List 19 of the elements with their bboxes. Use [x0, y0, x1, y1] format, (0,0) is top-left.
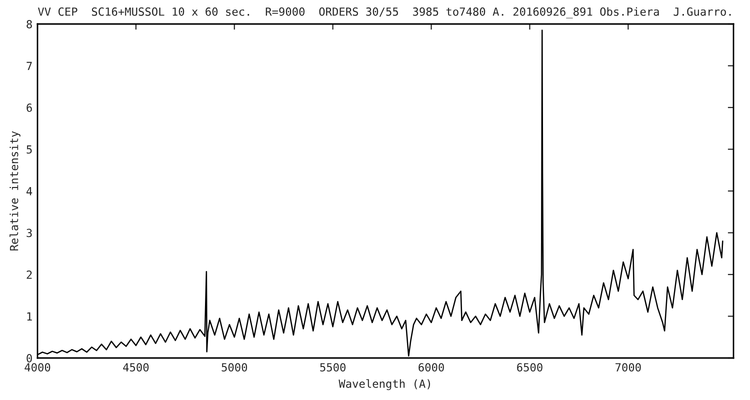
y-tick-label: 0: [26, 354, 32, 362]
y-tick-label: 3: [26, 228, 32, 238]
x-axis-title: Wavelength (A): [338, 379, 430, 390]
y-tick-label: 5: [26, 145, 32, 154]
y-tick-label: 1: [27, 312, 32, 320]
y-tick-label: 8: [26, 20, 32, 28]
y-tick-label: 4: [26, 187, 32, 196]
chart-title: VV CEP SC16+MUSSOL 10 x 60 sec. R=9000 ORDERS 30/55 3985 to7480 A. 20160926_891 Obs.Piera J.Guarro.: [38, 7, 731, 18]
x-tick-label: 4000: [24, 363, 50, 372]
y-axis-title: Relative intensity: [10, 131, 20, 250]
x-tick-label: 5500: [320, 363, 346, 372]
x-tick-label: 7000: [616, 363, 641, 372]
y-tick-label: 2: [26, 270, 32, 279]
x-tick-label: 6000: [418, 363, 444, 372]
x-tick-label: 5000: [222, 363, 248, 372]
x-tick-label: 6500: [517, 363, 542, 372]
y-tick-label: 6: [26, 104, 32, 112]
y-tick-label: 7: [26, 62, 32, 70]
x-tick-label: 4500: [123, 363, 149, 372]
